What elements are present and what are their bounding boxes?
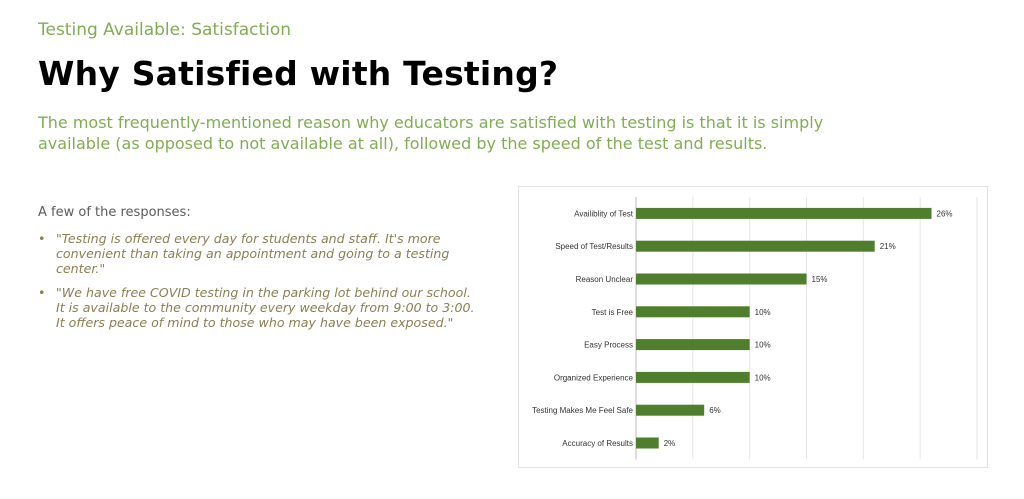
bar: [636, 404, 705, 416]
responses-heading: A few of the responses:: [38, 205, 191, 220]
bar-chart: Availiblity of Test 26% Speed of Test/Resu…: [532, 197, 978, 460]
data-label: 21%: [880, 242, 896, 251]
bullet-icon: •: [38, 231, 46, 246]
response-quote-text: "Testing is offered every day for studen…: [56, 231, 450, 276]
response-quote-text: "We have free COVID testing in the parki…: [56, 285, 475, 330]
lead-paragraph: The most frequently-mentioned reason why…: [38, 113, 824, 153]
category-label: Reason Unclear: [576, 275, 634, 284]
data-label: 2%: [664, 439, 676, 448]
category-label: Speed of Test/Results: [555, 242, 633, 251]
responses-list: • "Testing is offered every day for stud…: [38, 231, 478, 339]
bar: [636, 437, 659, 449]
chart-frame: Availiblity of Test 26% Speed of Test/Resu…: [518, 186, 988, 468]
bar: [636, 273, 807, 285]
response-quote: • "Testing is offered every day for stud…: [38, 231, 478, 276]
category-label: Easy Process: [584, 341, 633, 350]
category-label: Test is Free: [592, 308, 634, 317]
category-label: Organized Experience: [554, 373, 634, 382]
data-label: 6%: [709, 406, 721, 415]
category-label: Availiblity of Test: [574, 209, 634, 218]
data-label: 26%: [937, 209, 953, 218]
bar: [636, 371, 750, 383]
bar: [636, 306, 750, 318]
category-label: Accuracy of Results: [562, 439, 633, 448]
data-label: 10%: [755, 308, 771, 317]
response-quote: • "We have free COVID testing in the par…: [38, 285, 478, 330]
category-label: Testing Makes Me Feel Safe: [532, 406, 633, 415]
bar: [636, 339, 750, 351]
data-label: 10%: [755, 341, 771, 350]
bullet-icon: •: [38, 285, 46, 300]
data-label: 15%: [812, 275, 828, 284]
bar: [636, 207, 932, 219]
page-title: Why Satisfied with Testing?: [38, 54, 559, 93]
bar: [636, 240, 875, 252]
subtitle: Testing Available: Satisfaction: [38, 20, 292, 40]
data-label: 10%: [755, 373, 771, 382]
